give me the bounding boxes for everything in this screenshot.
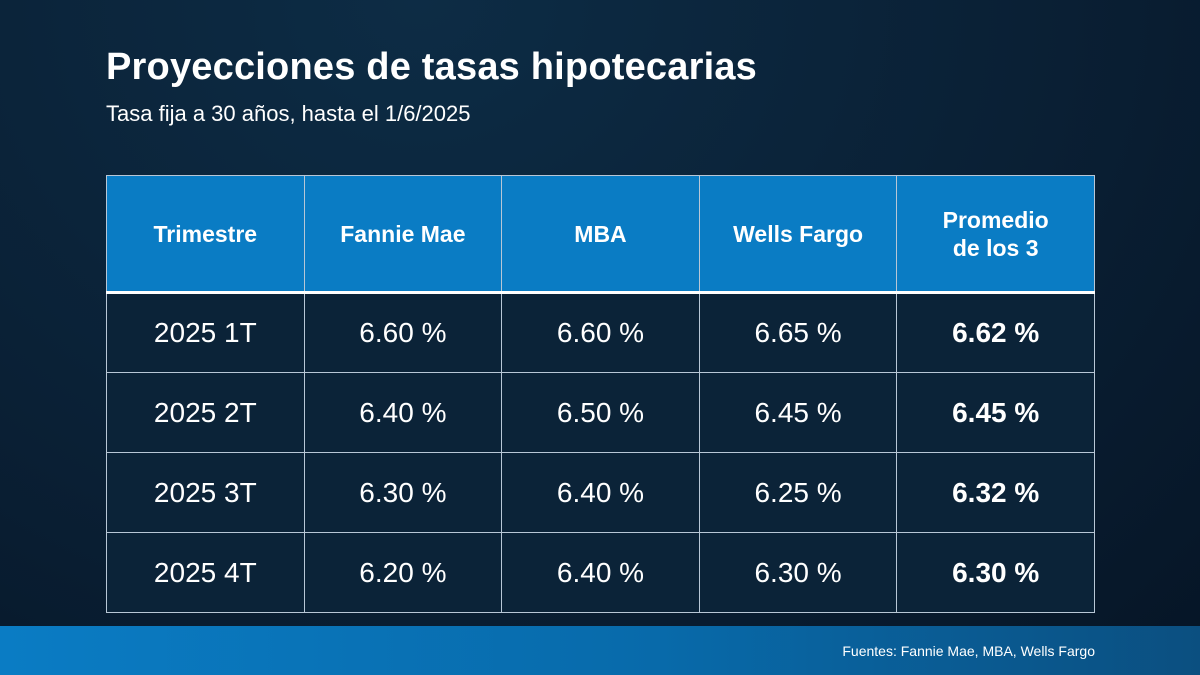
column-header: Wells Fargo <box>698 175 898 294</box>
column-header-average: Promedio de los 3 <box>896 175 1095 294</box>
table-row: 2025 4T 6.20 % 6.40 % 6.30 % 6.30 % <box>106 532 1095 613</box>
quarter-cell: 2025 3T <box>106 452 305 533</box>
average-cell: 6.45 % <box>896 372 1095 453</box>
column-header: Trimestre <box>106 175 305 294</box>
table-row: 2025 3T 6.30 % 6.40 % 6.25 % 6.32 % <box>106 452 1095 533</box>
fannie-mae-cell: 6.60 % <box>303 292 503 373</box>
fannie-mae-cell: 6.40 % <box>303 372 503 453</box>
fannie-mae-cell: 6.30 % <box>303 452 503 533</box>
quarter-cell: 2025 4T <box>106 532 305 613</box>
wells-fargo-cell: 6.65 % <box>698 292 898 373</box>
mba-cell: 6.40 % <box>501 452 700 533</box>
average-cell: 6.32 % <box>896 452 1095 533</box>
mba-cell: 6.50 % <box>501 372 700 453</box>
wells-fargo-cell: 6.30 % <box>698 532 898 613</box>
wells-fargo-cell: 6.45 % <box>698 372 898 453</box>
fannie-mae-cell: 6.20 % <box>303 532 503 613</box>
average-cell: 6.62 % <box>896 292 1095 373</box>
mba-cell: 6.40 % <box>501 532 700 613</box>
page-subtitle: Tasa fija a 30 años, hasta el 1/6/2025 <box>106 101 471 126</box>
sources-text: Fuentes: Fannie Mae, MBA, Wells Fargo <box>842 643 1095 659</box>
average-cell: 6.30 % <box>896 532 1095 613</box>
column-header: MBA <box>501 175 700 294</box>
quarter-cell: 2025 1T <box>106 292 305 373</box>
column-header: Fannie Mae <box>303 175 503 294</box>
table-row: 2025 2T 6.40 % 6.50 % 6.45 % 6.45 % <box>106 372 1095 453</box>
footer-bar: Fuentes: Fannie Mae, MBA, Wells Fargo <box>0 626 1200 675</box>
table-header-row: Trimestre Fannie Mae MBA Wells Fargo Pro… <box>106 175 1095 294</box>
page-title: Proyecciones de tasas hipotecarias <box>106 46 758 88</box>
quarter-cell: 2025 2T <box>106 372 305 453</box>
forecast-table: Trimestre Fannie Mae MBA Wells Fargo Pro… <box>106 175 1095 613</box>
table-row: 2025 1T 6.60 % 6.60 % 6.65 % 6.62 % <box>106 292 1095 373</box>
mba-cell: 6.60 % <box>501 292 700 373</box>
wells-fargo-cell: 6.25 % <box>698 452 898 533</box>
